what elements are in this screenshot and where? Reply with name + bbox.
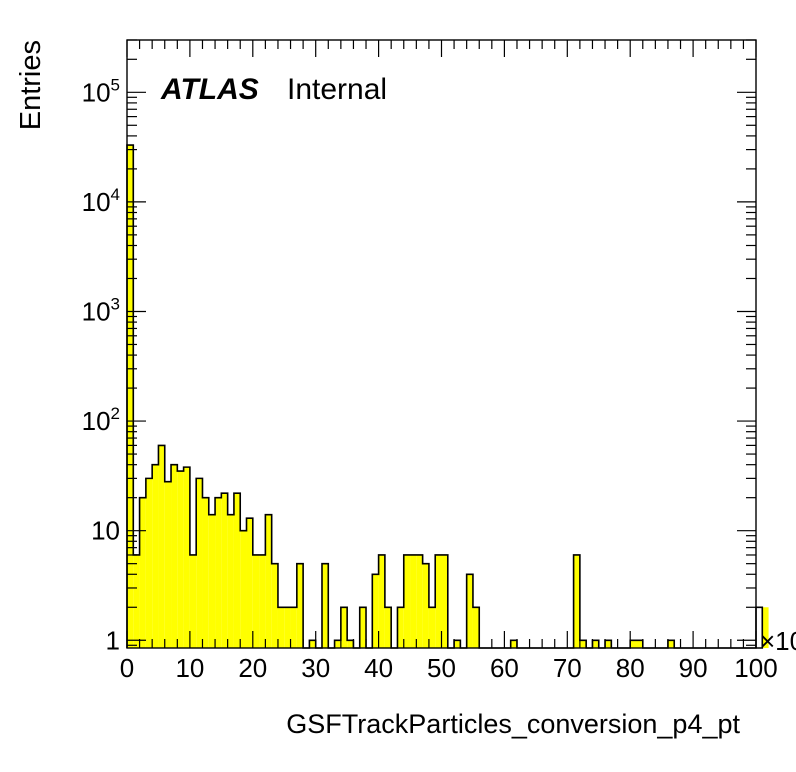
x-tick-label: 40 [364,653,393,683]
y-tick-label: 102 [82,404,120,436]
histogram-bin [271,563,278,648]
histogram-bin [296,563,304,648]
x-tick-label: 50 [427,653,456,683]
histogram-bin [259,554,266,648]
histogram-bin [454,640,461,648]
histogram-bin [347,640,354,648]
histogram-bin [403,554,411,648]
x-tick-labels: 0 10 20 30 40 50 60 70 80 90 100 [120,653,778,683]
histogram-bin [321,563,329,648]
histogram-bin [233,493,241,648]
histogram-bin [133,554,140,648]
axis-ticks [126,39,757,648]
y-tick-label: 103 [82,294,120,326]
histogram-bin [416,554,423,648]
histogram-bin [309,640,316,648]
histogram-bin [579,640,587,648]
histogram-bin [378,554,385,648]
histogram-bin [189,554,197,648]
x-tick-label: 60 [490,653,519,683]
histogram-bin [630,640,637,648]
histogram-bin [152,464,159,648]
histogram-bin [441,554,448,648]
y-tick-label: 10 [91,516,120,546]
internal-label: Internal [287,73,387,106]
histogram-bin [221,493,228,648]
y-tick-label: 105 [82,75,120,107]
histogram-bin [762,607,769,648]
y-axis-label: Entries [15,40,47,130]
histogram-bin [145,478,153,648]
x-axis-label: GSFTrackParticles_conversion_p4_pt [286,709,740,739]
histogram-bin [171,464,178,648]
histogram-bin [510,640,517,648]
histogram-bin [422,563,429,648]
histogram-bin [196,478,203,648]
x-tick-label: 30 [301,653,330,683]
atlas-label: ATLAS [160,73,259,106]
x-tick-label: 90 [679,653,708,683]
histogram-bin [139,497,146,648]
histogram-bin [177,471,184,648]
histogram-bin [183,467,190,648]
histogram-bin [127,145,134,649]
x-tick-label: 80 [616,653,645,683]
histogram-bin [384,607,392,648]
histogram-bin [466,574,473,648]
histogram-bin [158,445,165,648]
histogram-bin [573,554,580,648]
histogram-bin [334,640,341,648]
histogram-bin [372,574,379,648]
x-tick-label: 0 [120,653,134,683]
x-tick-label: 70 [553,653,582,683]
histogram-bin [202,497,209,648]
histogram-bin [227,514,234,648]
histogram-outline [126,144,764,649]
histogram-bin [208,514,216,648]
histogram-bin [164,481,172,648]
histogram-bin [265,514,272,648]
histogram-bin [435,554,442,648]
histogram-bin [340,607,348,648]
histogram-bin [246,518,253,648]
histogram-bin [592,640,599,648]
histogram-bin [290,607,297,648]
histogram-bin [428,607,436,648]
histogram-bin [284,607,291,648]
histogram-bin [605,640,612,648]
x-multiplier-label: ×10 [760,626,796,656]
histogram-bin [240,530,247,648]
histogram-bin [359,607,367,648]
y-tick-label: 104 [82,185,120,217]
histogram-bin [215,497,222,648]
y-tick-label: 1 [106,625,120,655]
histogram-bin [636,640,643,648]
x-tick-label: 20 [238,653,267,683]
histogram-bin [472,607,480,648]
x-tick-label: 100 [734,653,777,683]
histogram-bin [410,554,417,648]
y-tick-labels: 1 10 102 103 104 105 [82,75,120,655]
histogram-bin [252,554,260,648]
histogram-bin [397,607,404,648]
histogram-bin [277,607,285,648]
histogram-bin [667,640,675,648]
histogram-bars [126,144,769,649]
x-tick-label: 10 [175,653,204,683]
